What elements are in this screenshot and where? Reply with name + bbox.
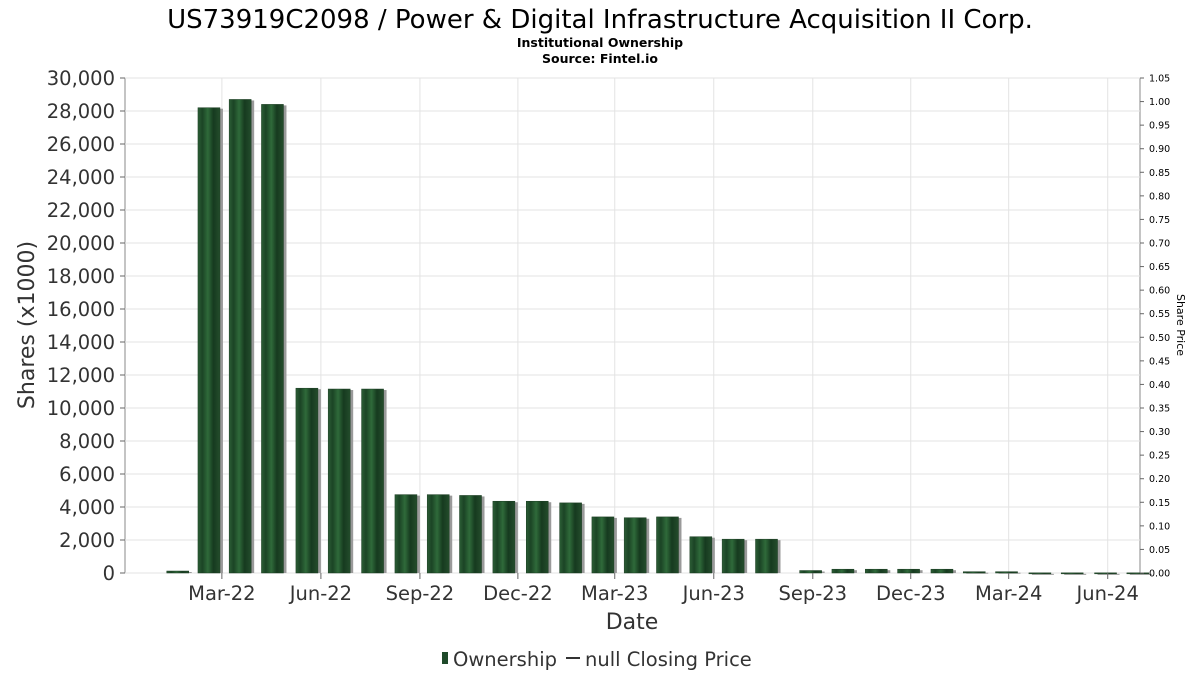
- ownership-bar: [995, 571, 1018, 574]
- x-axis-label: Date: [606, 610, 659, 635]
- y2-tick-label: 0.10: [1149, 521, 1170, 532]
- ownership-bar: [261, 104, 284, 574]
- y2-tick-label: 0.60: [1149, 286, 1170, 297]
- ownership-bar: [721, 538, 745, 574]
- y2-tick-label: 0.70: [1149, 239, 1170, 250]
- y2-tick-label: 1.00: [1149, 97, 1170, 108]
- y2-tick-label: 0.25: [1149, 451, 1170, 462]
- ownership-bars: [166, 99, 1152, 575]
- y2-tick-label: 0.90: [1149, 144, 1170, 155]
- y2-tick-label: 0.75: [1149, 215, 1170, 226]
- y2-tick-label: 0.85: [1149, 168, 1170, 179]
- y-tick-label: 26,000: [47, 133, 115, 156]
- ownership-bar: [459, 495, 482, 574]
- chart-subtitle-line-2: Source: Fintel.io: [542, 51, 658, 66]
- x-axis-ticks: Mar-22 Jun-22 Sep-22 Dec-22 Mar-23 Jun-23 Sep-…: [188, 573, 1139, 605]
- ownership-bar: [591, 516, 615, 574]
- ownership-bar: [327, 388, 351, 574]
- y-tick-label: 10,000: [47, 397, 115, 420]
- ownership-bar: [689, 536, 713, 574]
- y-tick-label: 18,000: [47, 265, 115, 288]
- ownership-bar-shadow: [1129, 573, 1152, 575]
- ownership-bar: [559, 502, 582, 574]
- ownership-bar: [656, 516, 679, 574]
- chart-subtitle-line-1: Institutional Ownership: [517, 35, 683, 50]
- ownership-bar: [623, 517, 647, 574]
- legend: Ownership null Closing Price: [442, 648, 752, 671]
- y2-tick-label: 0.35: [1149, 404, 1170, 415]
- y2-axis-ticks: 0.00 0.05 0.10 0.15 0.20 0.25 0.30 0.35 0.40 0.45…: [1140, 74, 1170, 580]
- y-axis-ticks: 0 2,000 4,000 6,000 8,000 10,000 12,000 14,000 1…: [47, 67, 125, 585]
- y2-tick-label: 0.95: [1149, 121, 1170, 132]
- y2-tick-label: 0.15: [1149, 498, 1170, 509]
- y2-tick-label: 0.45: [1149, 356, 1170, 367]
- y2-tick-label: 0.50: [1149, 333, 1170, 344]
- chart-title: US73919C2098 / Power & Digital Infrastru…: [167, 5, 1033, 35]
- ownership-bar: [492, 500, 516, 574]
- y2-tick-label: 1.05: [1149, 74, 1170, 85]
- y-tick-label: 4,000: [59, 496, 115, 519]
- ownership-bar: [295, 387, 319, 574]
- x-tick-label: Jun-22: [288, 582, 352, 605]
- y-tick-label: 12,000: [47, 364, 115, 387]
- x-tick-label: Jun-23: [681, 582, 745, 605]
- ownership-bar: [166, 570, 189, 574]
- ownership-bar: [426, 494, 450, 574]
- y-tick-label: 30,000: [47, 67, 115, 90]
- ownership-bar: [1094, 572, 1117, 575]
- ownership-bar: [1126, 572, 1150, 575]
- ownership-bar: [865, 568, 888, 574]
- ownership-bar: [525, 500, 549, 574]
- y-tick-label: 28,000: [47, 100, 115, 123]
- ownership-bar-shadow: [1064, 573, 1087, 575]
- ownership-bar: [755, 538, 778, 574]
- y2-tick-label: 0.80: [1149, 191, 1170, 202]
- ownership-bar: [394, 494, 418, 574]
- y-tick-label: 14,000: [47, 331, 115, 354]
- y-tick-label: 20,000: [47, 232, 115, 255]
- x-tick-label: Sep-23: [778, 582, 847, 605]
- y-tick-label: 6,000: [59, 463, 115, 486]
- ownership-bar: [197, 107, 221, 574]
- x-tick-label: Mar-22: [188, 582, 255, 605]
- ownership-bar-shadow: [1097, 573, 1120, 575]
- ownership-bar: [228, 99, 252, 574]
- plot-area: [124, 77, 1141, 574]
- x-tick-label: Dec-23: [876, 582, 946, 605]
- y-tick-label: 22,000: [47, 199, 115, 222]
- ownership-bar: [831, 568, 855, 574]
- x-tick-label: Dec-22: [483, 582, 553, 605]
- ownership-bar-shadow: [1031, 573, 1054, 575]
- x-tick-label: Mar-24: [975, 582, 1042, 605]
- y-tick-label: 16,000: [47, 298, 115, 321]
- y2-tick-label: 0.65: [1149, 262, 1170, 273]
- legend-closing-price-label: null Closing Price: [585, 648, 752, 671]
- ownership-bar: [1028, 572, 1052, 575]
- y-tick-label: 0: [103, 562, 115, 585]
- y-tick-label: 2,000: [59, 529, 115, 552]
- y-tick-label: 8,000: [59, 430, 115, 453]
- y2-tick-label: 0.30: [1149, 427, 1170, 438]
- ownership-bar: [361, 388, 384, 574]
- legend-ownership-swatch: [442, 652, 448, 664]
- y2-axis-label: Share Price: [1174, 294, 1187, 356]
- y2-tick-label: 0.00: [1149, 569, 1170, 580]
- y2-tick-label: 0.55: [1149, 309, 1170, 320]
- y2-tick-label: 0.40: [1149, 380, 1170, 391]
- x-tick-label: Mar-23: [581, 582, 648, 605]
- x-tick-label: Sep-22: [386, 582, 455, 605]
- y2-tick-label: 0.20: [1149, 474, 1170, 485]
- y-tick-label: 24,000: [47, 166, 115, 189]
- ownership-bar: [799, 570, 822, 574]
- legend-ownership-label: Ownership: [453, 648, 557, 671]
- y2-tick-label: 0.05: [1149, 545, 1170, 556]
- ownership-bar: [1060, 572, 1084, 575]
- ownership-bar: [930, 568, 954, 574]
- y-axis-label: Shares (x1000): [15, 241, 40, 409]
- x-tick-label: Jun-24: [1075, 582, 1139, 605]
- ownership-bar: [897, 568, 920, 574]
- ownership-bar: [962, 571, 986, 574]
